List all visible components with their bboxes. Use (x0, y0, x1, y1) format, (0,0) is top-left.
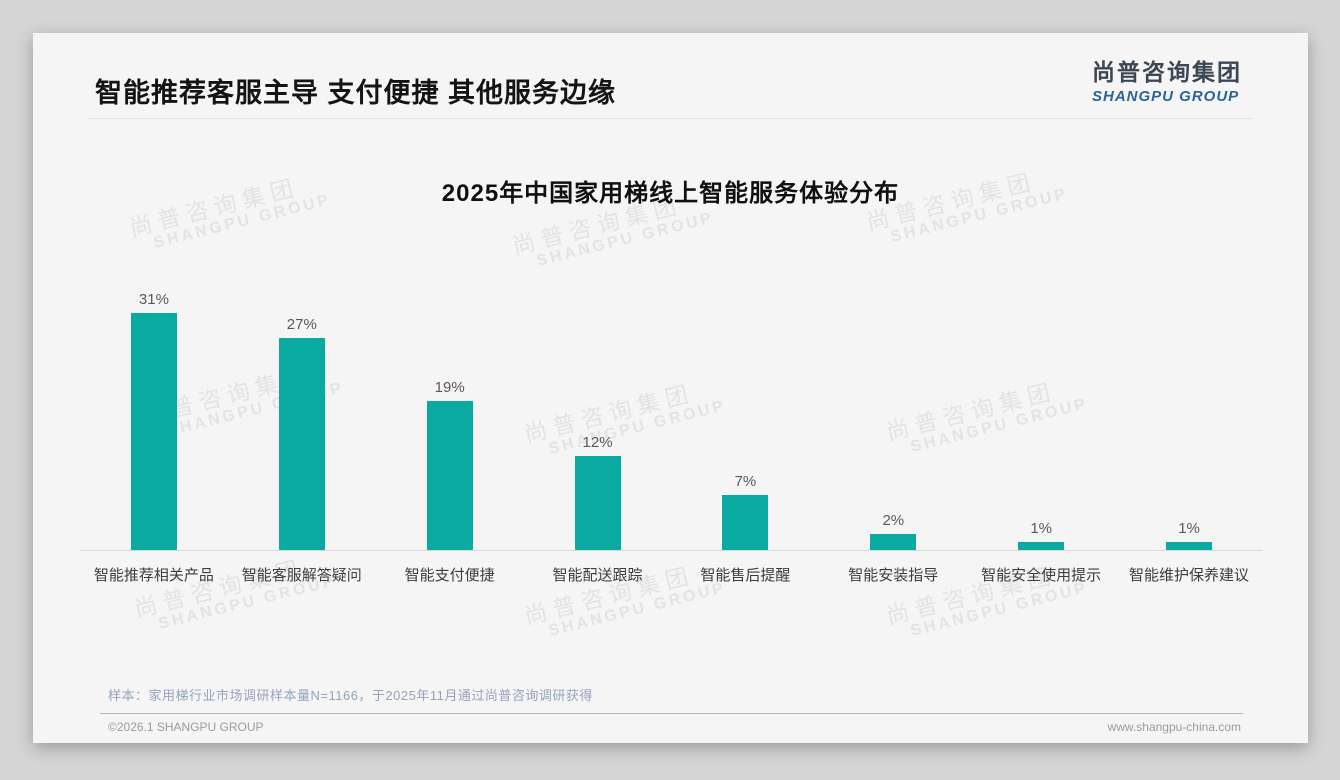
bar (870, 534, 917, 550)
watermark: 尚普咨询集团 SHANGPU GROUP (130, 542, 338, 638)
logo-chinese-text: 尚普咨询集团 (1092, 59, 1242, 85)
copyright-text: ©2026.1 SHANGPU GROUP (108, 720, 264, 734)
bar-value-label: 12% (582, 434, 613, 451)
bar-group: 31% (80, 291, 228, 550)
bar (278, 338, 325, 550)
bar-group: 27% (228, 291, 376, 550)
category-label: 智能安装指导 (848, 567, 939, 584)
bar-value-label: 2% (882, 512, 905, 529)
company-logo: 尚普咨询集团 SHANGPU GROUP (1092, 53, 1242, 105)
category-label: 智能推荐相关产品 (93, 567, 214, 584)
chart-plot: 31% 27% 19% 12% 7% 2% 1% 1% (80, 291, 1263, 551)
bar-group: 2% (819, 291, 967, 550)
footer-row: ©2026.1 SHANGPU GROUP www.shangpu-china.… (108, 720, 1241, 734)
bar (574, 456, 621, 550)
sample-note: 样本：家用梯行业市场调研样本量N=1166，于2025年11月通过尚普咨询调研获… (108, 688, 593, 703)
bar (1018, 542, 1065, 550)
bar-value-label: 1% (1030, 520, 1053, 537)
bar-group: 1% (967, 291, 1115, 550)
logo-english-text: SHANGPU GROUP (1092, 88, 1240, 105)
bar-group: 12% (524, 291, 672, 550)
category-label: 智能配送跟踪 (552, 567, 643, 584)
footer-divider (100, 713, 1243, 714)
category-label: 智能售后提醒 (700, 567, 791, 584)
bar-value-label: 7% (734, 473, 757, 490)
bar (1166, 542, 1213, 550)
bar (130, 313, 177, 550)
bar-group: 7% (672, 291, 820, 550)
bar (426, 401, 473, 550)
bar-value-label: 31% (138, 291, 169, 308)
bar-value-label: 27% (286, 316, 317, 333)
category-label: 智能维护保养建议 (1129, 567, 1250, 584)
bar-value-label: 19% (434, 379, 465, 396)
website-text: www.shangpu-china.com (1107, 720, 1241, 734)
category-label: 智能支付便捷 (404, 567, 495, 584)
category-labels: 智能推荐相关产品 智能客服解答疑问 智能支付便捷 智能配送跟踪 智能售后提醒 智能安装指导… (80, 564, 1263, 585)
page-title: 智能推荐客服主导 支付便捷 其他服务边缘 (95, 78, 617, 108)
bar-group: 19% (376, 291, 524, 550)
chart-title: 2025年中国家用梯线上智能服务体验分布 (441, 180, 900, 207)
header-divider (88, 118, 1253, 119)
bar-value-label: 1% (1178, 520, 1200, 537)
bar (722, 495, 769, 550)
category-label: 智能客服解答疑问 (241, 567, 362, 584)
bar-group: 1% (1115, 291, 1263, 550)
slide-card: 尚普咨询集团 SHANGPU GROUP 尚普咨询集团 SHANGPU GROUP 尚普… (33, 33, 1308, 743)
category-label: 智能安全使用提示 (981, 567, 1102, 584)
